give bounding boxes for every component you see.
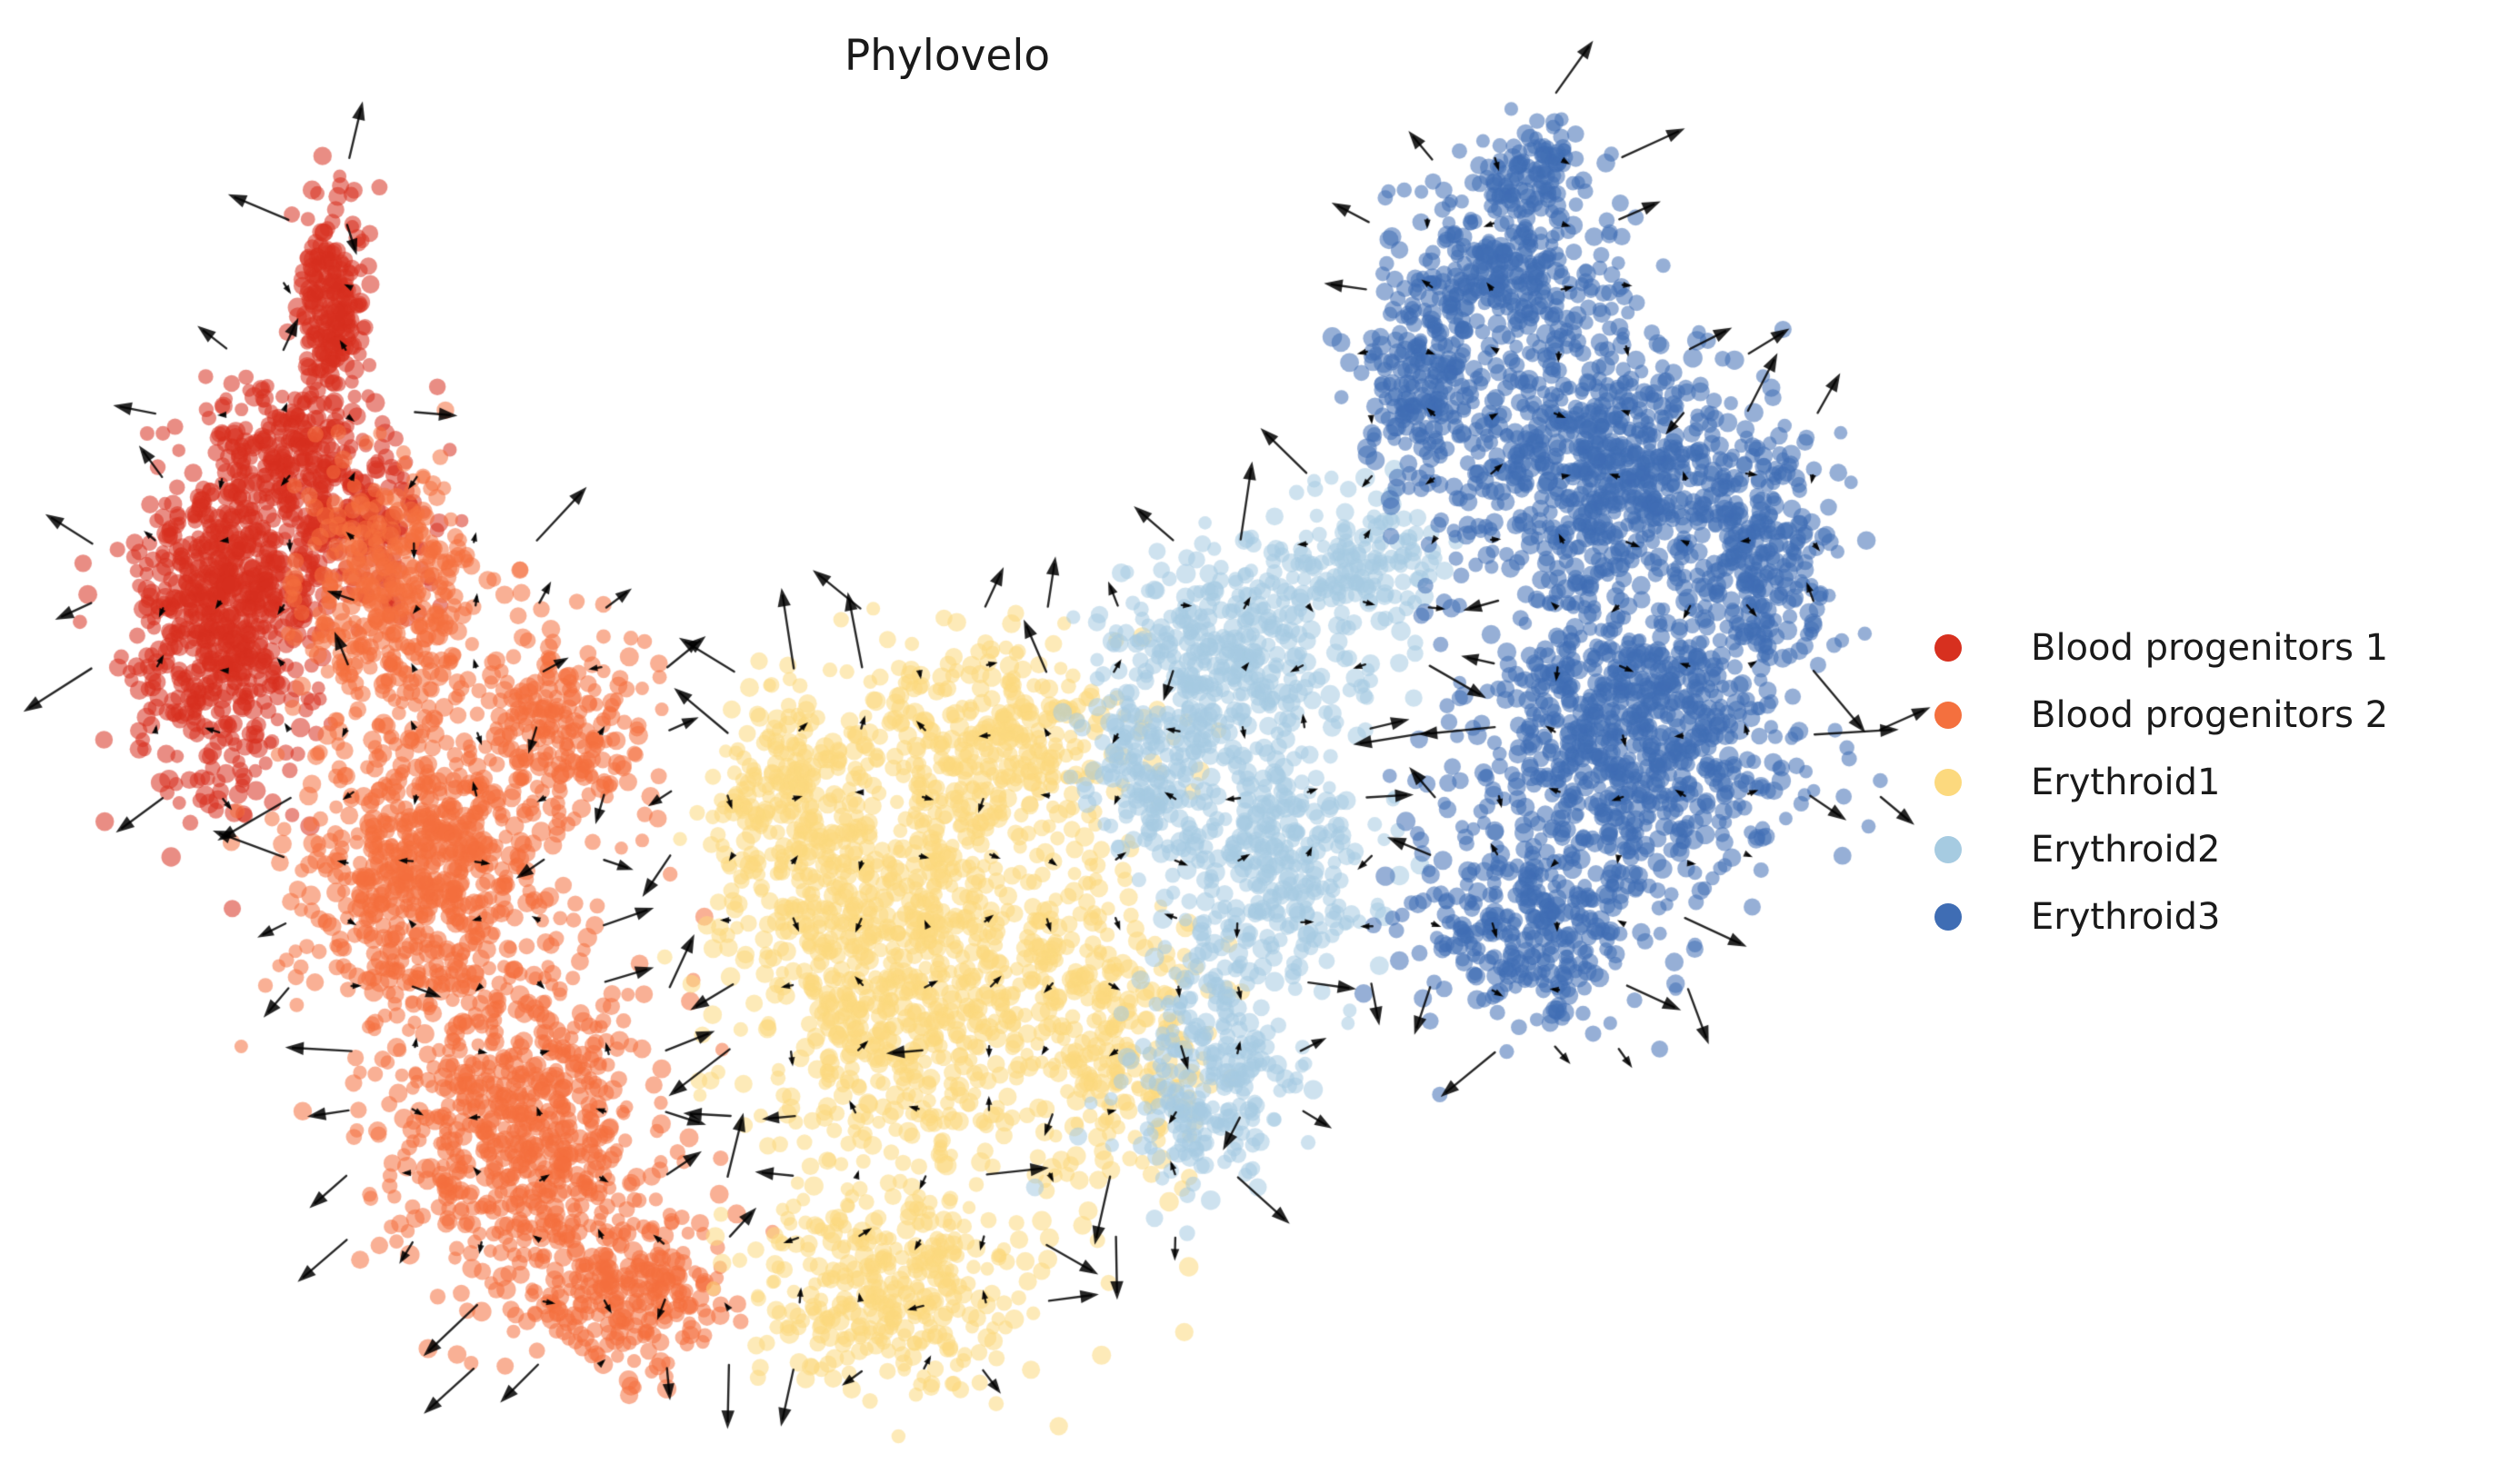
legend-swatch — [1934, 903, 1962, 931]
legend-item: Erythroid1 — [1934, 749, 2388, 816]
legend-label: Erythroid2 — [2031, 829, 2221, 871]
legend-swatch — [1934, 836, 1962, 863]
legend-label: Erythroid1 — [2031, 762, 2221, 803]
chart-title: Phylovelo — [844, 31, 1051, 81]
legend-swatch — [1934, 769, 1962, 796]
legend: Blood progenitors 1 Blood progenitors 2 Er… — [1934, 614, 2388, 951]
legend-item: Blood progenitors 1 — [1934, 614, 2388, 682]
legend-item: Erythroid2 — [1934, 816, 2388, 883]
legend-label: Blood progenitors 1 — [2031, 627, 2389, 669]
legend-item: Blood progenitors 2 — [1934, 682, 2388, 749]
legend-item: Erythroid3 — [1934, 883, 2388, 951]
legend-swatch — [1934, 702, 1962, 729]
legend-swatch — [1934, 634, 1962, 662]
legend-label: Blood progenitors 2 — [2031, 694, 2389, 736]
legend-label: Erythroid3 — [2031, 896, 2221, 938]
